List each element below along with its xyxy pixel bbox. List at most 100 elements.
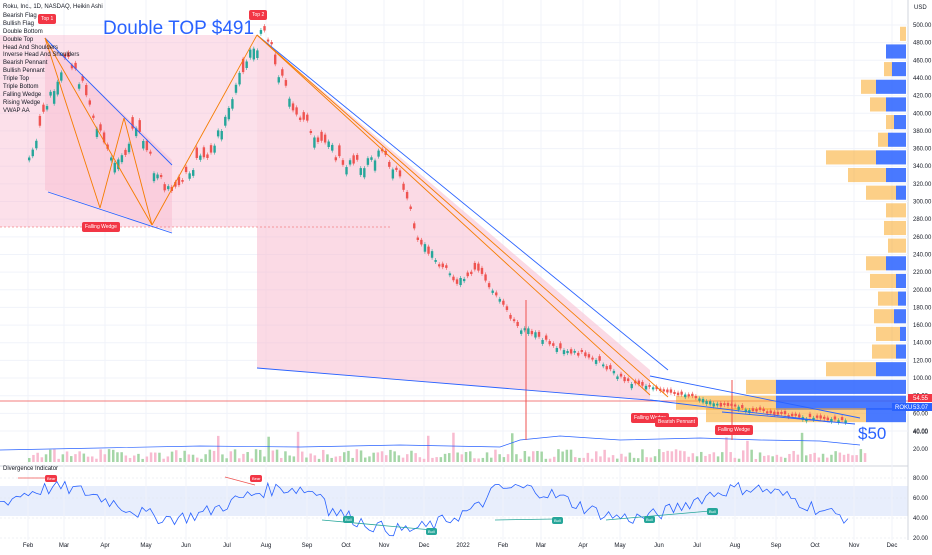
volume-bar (397, 455, 401, 462)
volume-profile-bar (884, 62, 892, 77)
candle (766, 411, 769, 414)
candle (619, 373, 623, 377)
top2-tag: Top 2 (249, 10, 268, 20)
volume-bar (494, 449, 497, 462)
pattern-list-item[interactable]: Bullish Pennant (3, 68, 45, 75)
candle (245, 61, 248, 68)
candle (334, 157, 338, 161)
volume-bar (301, 451, 304, 462)
candle (644, 385, 648, 390)
candle (320, 131, 323, 141)
top1-tag: Top 1 (38, 14, 57, 24)
pattern-list-item[interactable]: Inverse Head And Shoulders (3, 52, 80, 59)
pattern-list-item[interactable]: Double Bottom (3, 28, 43, 35)
volume-bar (385, 455, 388, 462)
volume-profile-bar (870, 97, 886, 112)
volume-bar (632, 457, 636, 462)
volume-bar (725, 437, 728, 462)
falling-wedge-tag-2: Falling Wedge (631, 413, 669, 423)
time-tick-label: Oct (341, 543, 351, 549)
candle (441, 263, 444, 268)
candle (509, 314, 512, 319)
time-tick-label: Aug (261, 543, 272, 549)
time-tick-label: Nov (849, 543, 860, 549)
pattern-list-item[interactable]: Head And Shoulders (3, 44, 59, 51)
price-axis[interactable]: 500.00 480.00 460.00 440.00 420.00 400.00 380.… (913, 23, 932, 542)
volume-bar (364, 457, 367, 462)
indicator-title[interactable]: Divergence Indicator (3, 466, 59, 472)
volume-bar (464, 451, 468, 462)
pattern-list-item[interactable]: Bearish Flag (3, 12, 37, 19)
candle (712, 403, 715, 407)
candle (159, 174, 163, 178)
volume-bar (99, 449, 102, 462)
candle (512, 319, 516, 322)
candle (102, 132, 106, 143)
volume-bar (401, 457, 405, 462)
candle (783, 411, 787, 415)
candle (527, 328, 530, 334)
pattern-list-item[interactable]: Rising Wedge (3, 99, 41, 106)
candle (45, 106, 49, 110)
candle (302, 112, 305, 120)
time-axis[interactable]: Feb Mar Apr May Jun Jul Aug Sep Oct Nov Dec 2022 Feb… (23, 543, 898, 549)
legend: Roku, Inc., 1D, NASDAQ, Heikin Ashi Bear… (3, 4, 103, 116)
candle (587, 354, 591, 358)
candle (209, 145, 213, 153)
volume-bar (729, 452, 732, 462)
price-tick-label: 260.00 (913, 235, 932, 241)
wedge-lower-line (47, 191, 173, 234)
volume-bar (553, 456, 556, 462)
volume-bar (523, 451, 527, 462)
candle (794, 413, 797, 416)
pattern-list-item[interactable]: Triple Top (3, 76, 30, 83)
price-tick-label: 240.00 (913, 252, 932, 258)
candle (288, 98, 291, 107)
candle (780, 411, 783, 414)
volume-bar (124, 455, 128, 462)
candle (691, 393, 694, 397)
candle (705, 401, 708, 405)
volume-bar (250, 458, 254, 462)
falling-wedge-tag-3: Falling Wedge (715, 425, 753, 435)
candle (716, 403, 719, 406)
bull-tag-1: Bull (343, 516, 354, 523)
candle (331, 144, 334, 151)
volume-profile-bar (776, 395, 906, 410)
pattern-list-item[interactable]: Falling Wedge (3, 91, 42, 98)
candle (812, 417, 815, 420)
volume-bar (154, 452, 157, 462)
bull-tag-3: Bull (552, 517, 563, 524)
pattern-list-item[interactable]: Bearish Pennant (3, 60, 48, 67)
pattern-list-item[interactable]: VWAP AA (3, 107, 30, 114)
price-tick-label: 460.00 (913, 58, 932, 64)
volume-bar (763, 455, 766, 462)
candle (281, 69, 284, 76)
candle (840, 417, 844, 421)
volume-bar (779, 456, 783, 462)
pattern-list-item[interactable]: Bullish Flag (3, 20, 35, 27)
volume-bar (826, 457, 829, 462)
volume-bar (40, 457, 44, 462)
zigzag-line (123, 117, 153, 226)
time-tick-label: Apr (100, 543, 109, 549)
pattern-list-item[interactable]: Triple Bottom (3, 84, 39, 91)
pattern-list-item[interactable]: Double Top (3, 36, 34, 43)
volume-bar (603, 449, 606, 462)
candle (420, 239, 423, 245)
volume-bar (838, 452, 842, 462)
candle (92, 115, 95, 118)
candle (452, 276, 455, 281)
candle (808, 413, 812, 418)
candle (145, 140, 149, 151)
time-tick-label: Sep (302, 543, 313, 549)
indicator-tick-label: 40.00 (913, 516, 929, 522)
candle (202, 147, 206, 158)
volume-bar (74, 454, 77, 462)
volume-bar (95, 458, 98, 462)
volume-bar (796, 454, 800, 462)
volume-bar (263, 456, 266, 462)
symbol-line[interactable]: Roku, Inc., 1D, NASDAQ, Heikin Ashi (3, 4, 103, 10)
candle (473, 262, 477, 270)
candle (748, 410, 751, 413)
